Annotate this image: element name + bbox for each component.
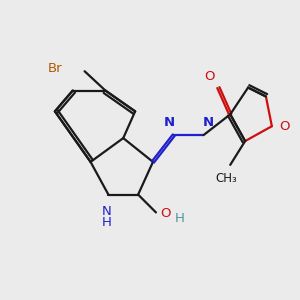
Text: CH₃: CH₃: [215, 172, 237, 185]
Text: O: O: [160, 207, 171, 220]
Text: Br: Br: [48, 62, 62, 75]
Text: N: N: [202, 116, 214, 129]
Text: H: H: [174, 212, 184, 226]
Text: H: H: [102, 216, 112, 229]
Text: O: O: [204, 70, 215, 83]
Text: O: O: [279, 120, 290, 133]
Text: N: N: [164, 116, 175, 129]
Text: N: N: [102, 205, 112, 218]
